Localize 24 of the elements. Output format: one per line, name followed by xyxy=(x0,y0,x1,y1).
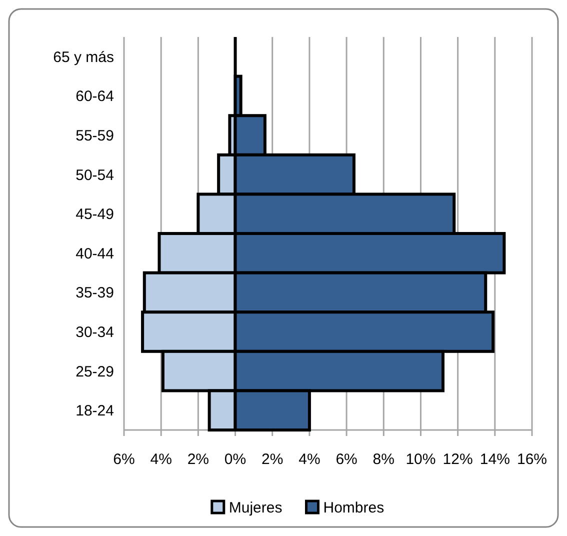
x-tick-label: 2% xyxy=(262,451,284,468)
y-tick-label: 18-24 xyxy=(76,402,114,420)
x-tick-label: 10% xyxy=(406,451,436,468)
x-tick-label: 4% xyxy=(298,451,320,468)
legend-label: Hombres xyxy=(323,499,384,516)
x-tick-label: 0% xyxy=(224,451,246,468)
x-tick-label: 12% xyxy=(442,451,473,468)
y-tick-label: 50-54 xyxy=(76,166,114,184)
y-tick-label: 25-29 xyxy=(76,363,114,380)
x-tick-label: 4% xyxy=(150,451,172,468)
y-tick-label: 60-64 xyxy=(76,88,114,106)
y-tick-label: 35-39 xyxy=(76,284,114,302)
y-tick-label: 55-59 xyxy=(76,128,114,144)
y-tick-label: 45-49 xyxy=(76,206,114,224)
legend-label: Mujeres xyxy=(228,499,282,516)
x-tick-label: 2% xyxy=(187,451,210,468)
y-tick-label: 30-34 xyxy=(76,324,114,341)
x-tick-label: 16% xyxy=(516,451,548,468)
y-tick-label: 40-44 xyxy=(76,245,114,262)
x-tick-label: 6% xyxy=(113,451,135,468)
x-tick-label: 8% xyxy=(372,451,394,468)
x-tick-label: 6% xyxy=(336,451,358,468)
x-tick-label: 14% xyxy=(480,451,510,468)
y-tick-label: 65 y más xyxy=(53,48,114,66)
